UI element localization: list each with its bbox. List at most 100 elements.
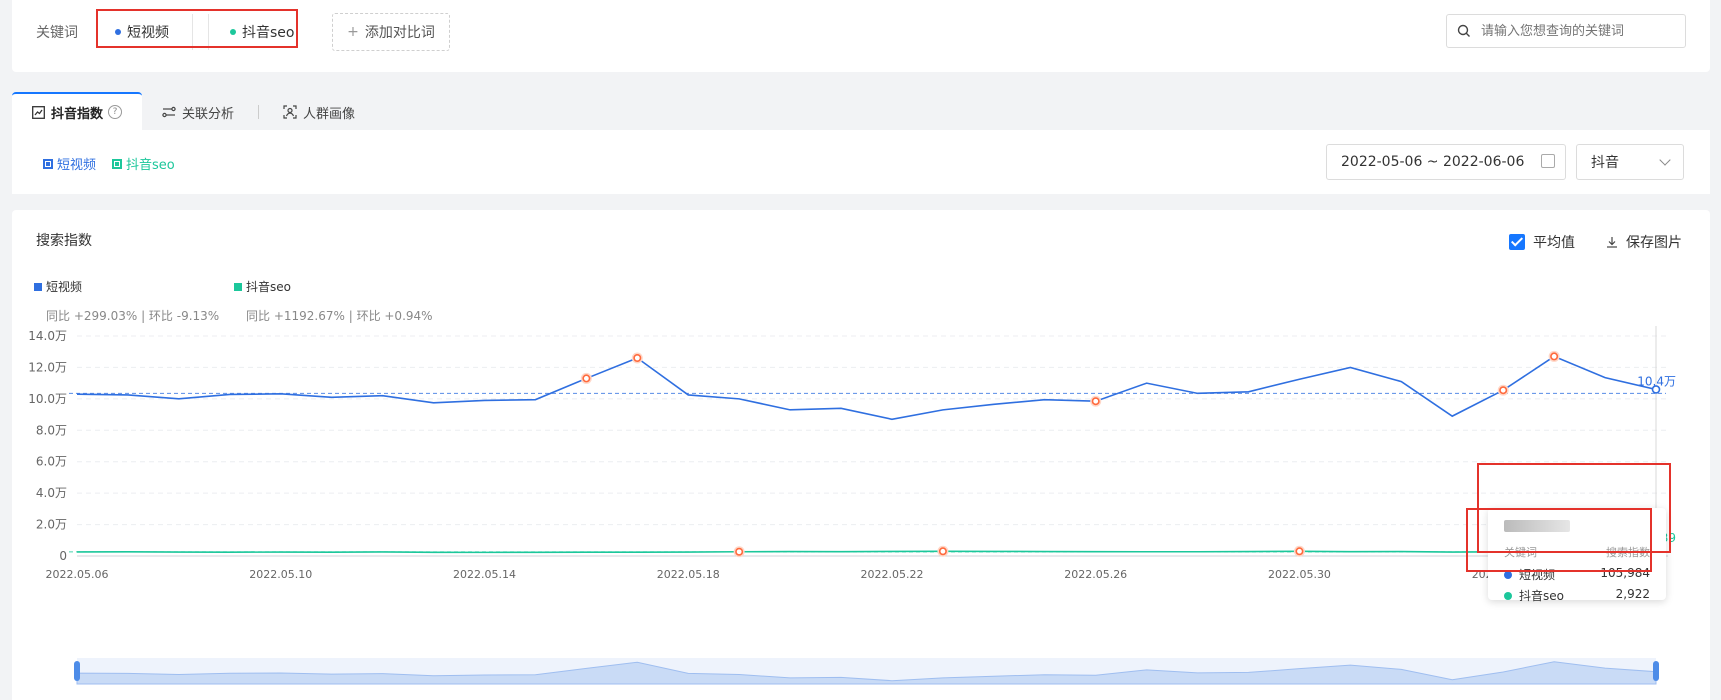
save-image-button[interactable]: 保存图片 bbox=[1606, 232, 1682, 252]
zoom-handle bbox=[74, 661, 80, 681]
keyword-divider bbox=[208, 14, 209, 50]
series-toggle-1[interactable]: 抖音seo bbox=[112, 154, 175, 173]
keyword-label: 关键词 bbox=[36, 25, 78, 41]
tooltip-value: 105,984 bbox=[1600, 566, 1650, 580]
series-line bbox=[76, 550, 1657, 554]
keyword-color-dot bbox=[230, 29, 236, 35]
series-line bbox=[76, 355, 1657, 421]
tooltip-col-index: 搜索指数 bbox=[1606, 546, 1650, 559]
tooltip-name: 抖音seo bbox=[1519, 589, 1564, 603]
search-icon bbox=[1457, 24, 1470, 37]
zoom-slider-preview bbox=[76, 661, 1657, 685]
checkbox-icon bbox=[112, 158, 122, 169]
tab-bar: 抖音指数 ? 关联分析 人群画像 bbox=[12, 92, 375, 130]
date-range-picker[interactable]: 2022-05-06 ~ 2022-06-06 bbox=[1326, 144, 1566, 180]
peak-marker bbox=[1550, 352, 1559, 361]
y-tick-label: 0 bbox=[59, 549, 67, 563]
tooltip-header: 关键词 搜索指数 bbox=[1504, 544, 1650, 560]
peak-marker bbox=[633, 354, 642, 363]
keyword-color-dot bbox=[115, 29, 121, 35]
plus-icon: + bbox=[347, 24, 359, 40]
series-dot bbox=[1504, 591, 1512, 600]
y-tick-label: 4.0万 bbox=[36, 486, 67, 500]
chart-legend-0[interactable]: 短视频 同比 +299.03% | 环比 -9.13% bbox=[34, 278, 219, 324]
y-tick-label: 10.0万 bbox=[28, 392, 67, 406]
filter-bar: 短视频 抖音seo 2022-05-06 ~ 2022-06-06 抖音 bbox=[12, 130, 1710, 194]
search-input[interactable] bbox=[1479, 22, 1673, 40]
peak-marker bbox=[938, 547, 947, 556]
average-label: 平均值 bbox=[1533, 235, 1575, 251]
checkbox-icon bbox=[1509, 234, 1525, 250]
peak-marker bbox=[1499, 386, 1508, 395]
portrait-icon bbox=[283, 105, 297, 119]
chart-tooltip: 关键词 搜索指数 短视频 105,984 抖音seo 2,922 bbox=[1488, 508, 1666, 603]
download-icon bbox=[1607, 237, 1617, 248]
y-tick-label: 2.0万 bbox=[36, 518, 67, 532]
x-tick-label: 2022.05.14 bbox=[453, 568, 516, 581]
legend-swatch bbox=[34, 282, 42, 291]
peak-marker bbox=[735, 547, 744, 556]
keyword-chip-1[interactable]: 抖音seo bbox=[230, 13, 294, 51]
series-dot bbox=[1504, 570, 1512, 579]
tooltip-value: 2,922 bbox=[1615, 587, 1650, 601]
series-toggle-label: 抖音seo bbox=[126, 158, 175, 173]
y-tick-label: 8.0万 bbox=[36, 423, 67, 437]
date-range-value: 2022-05-06 ~ 2022-06-06 bbox=[1341, 154, 1525, 170]
x-tick-label: 2022.05.10 bbox=[249, 568, 312, 581]
peak-marker bbox=[1295, 547, 1304, 556]
keyword-chip-0[interactable]: 短视频 bbox=[115, 13, 169, 51]
tooltip-name: 短视频 bbox=[1519, 568, 1556, 582]
add-compare-label: 添加对比词 bbox=[364, 25, 435, 41]
tab-label: 关联分析 bbox=[182, 106, 235, 122]
tab-audience-portrait[interactable]: 人群画像 bbox=[263, 94, 375, 130]
peak-marker bbox=[1091, 397, 1100, 406]
tooltip-col-keyword: 关键词 bbox=[1504, 546, 1537, 559]
trend-chart-icon bbox=[32, 105, 45, 119]
platform-select[interactable]: 抖音 bbox=[1576, 144, 1684, 180]
x-tick-label: 2022.05.22 bbox=[860, 568, 923, 581]
tab-label: 人群画像 bbox=[303, 106, 356, 122]
tooltip-date-blurred bbox=[1504, 520, 1570, 532]
chart-title: 搜索指数 bbox=[36, 233, 92, 249]
checkbox-icon bbox=[43, 158, 53, 169]
chevron-down-icon bbox=[1659, 154, 1671, 166]
legend-label: 短视频 bbox=[46, 280, 83, 294]
keyword-bar: 关键词 短视频 抖音seo + 添加对比词 bbox=[12, 0, 1710, 72]
keyword-chip-label: 短视频 bbox=[127, 25, 169, 41]
tab-divider bbox=[258, 105, 260, 119]
calendar-icon bbox=[1541, 154, 1555, 168]
tooltip-row: 短视频 105,984 bbox=[1504, 566, 1650, 583]
y-tick-label: 12.0万 bbox=[28, 360, 67, 374]
y-tick-label: 14.0万 bbox=[28, 329, 67, 343]
add-compare-button[interactable]: + 添加对比词 bbox=[332, 13, 450, 51]
series-toggle-0[interactable]: 短视频 bbox=[43, 154, 96, 173]
tab-label: 抖音指数 bbox=[51, 106, 104, 122]
platform-value: 抖音 bbox=[1591, 155, 1619, 171]
legend-swatch bbox=[234, 282, 242, 291]
tab-relation-analysis[interactable]: 关联分析 bbox=[142, 94, 254, 130]
help-icon[interactable]: ? bbox=[108, 105, 123, 119]
average-toggle[interactable]: 平均值 bbox=[1509, 232, 1575, 252]
zoom-handle bbox=[1653, 661, 1659, 681]
current-point-marker bbox=[1651, 385, 1661, 394]
legend-stats: 同比 +299.03% | 环比 -9.13% bbox=[46, 309, 220, 323]
relation-icon bbox=[162, 106, 176, 118]
line-chart: 0 2.0万 4.0万 6.0万 8.0万 10.0万 12.0万 14.0万 2022.05.… bbox=[28, 326, 1676, 685]
x-tick-label: 2022.05.30 bbox=[1268, 568, 1331, 581]
legend-label: 抖音seo bbox=[246, 280, 291, 294]
average-value-label: 10.4万 bbox=[1637, 374, 1676, 388]
x-tick-label: 2022.05.06 bbox=[46, 568, 109, 581]
y-tick-label: 6.0万 bbox=[36, 455, 67, 469]
tooltip-row: 抖音seo 2,922 bbox=[1504, 587, 1650, 604]
legend-stats: 同比 +1192.67% | 环比 +0.94% bbox=[246, 309, 433, 323]
save-image-label: 保存图片 bbox=[1626, 235, 1682, 251]
chart-legend-1[interactable]: 抖音seo 同比 +1192.67% | 环比 +0.94% bbox=[234, 278, 433, 324]
keyword-chip-label: 抖音seo bbox=[242, 25, 295, 41]
search-index-panel: 0 2.0万 4.0万 6.0万 8.0万 10.0万 12.0万 14.0万 2022.05.… bbox=[12, 210, 1710, 700]
keyword-divider bbox=[192, 14, 193, 50]
x-tick-label: 2022.05.26 bbox=[1064, 568, 1127, 581]
search-box[interactable] bbox=[1446, 14, 1686, 48]
tab-douyin-index[interactable]: 抖音指数 ? bbox=[12, 92, 143, 130]
series-toggle-label: 短视频 bbox=[57, 158, 97, 173]
peak-marker bbox=[582, 374, 591, 383]
